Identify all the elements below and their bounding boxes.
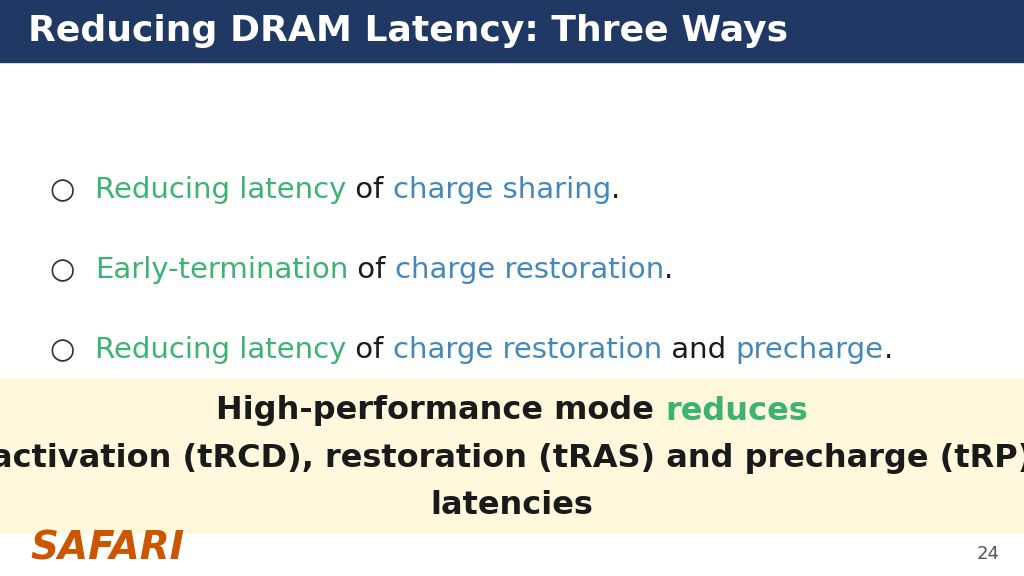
Text: Reducing latency: Reducing latency <box>95 336 346 364</box>
Text: ○: ○ <box>49 176 75 204</box>
Bar <box>0 0 1024 62</box>
Text: Reducing latency: Reducing latency <box>95 176 346 204</box>
Text: .: . <box>884 336 893 364</box>
Text: ○: ○ <box>49 256 75 284</box>
Text: Reducing DRAM Latency: Three Ways: Reducing DRAM Latency: Three Ways <box>28 14 788 48</box>
Text: ○: ○ <box>49 336 75 364</box>
Bar <box>0 378 1024 533</box>
Text: and: and <box>663 336 735 364</box>
Text: charge restoration: charge restoration <box>393 336 663 364</box>
Text: of: of <box>348 256 395 284</box>
Text: High-performance mode: High-performance mode <box>216 396 666 426</box>
Text: reduces: reduces <box>666 396 808 426</box>
Text: .: . <box>611 176 621 204</box>
Text: charge sharing: charge sharing <box>393 176 611 204</box>
Text: activation (tRCD), restoration (tRAS) and precharge (tRP): activation (tRCD), restoration (tRAS) an… <box>0 442 1024 473</box>
Text: of: of <box>346 176 393 204</box>
Text: .: . <box>665 256 674 284</box>
Text: Early-termination: Early-termination <box>95 256 348 284</box>
Text: SAFARI: SAFARI <box>30 529 184 567</box>
Text: precharge: precharge <box>735 336 884 364</box>
Text: latencies: latencies <box>430 490 594 521</box>
Text: of: of <box>346 336 393 364</box>
Text: charge restoration: charge restoration <box>395 256 665 284</box>
Text: 24: 24 <box>977 545 1000 563</box>
